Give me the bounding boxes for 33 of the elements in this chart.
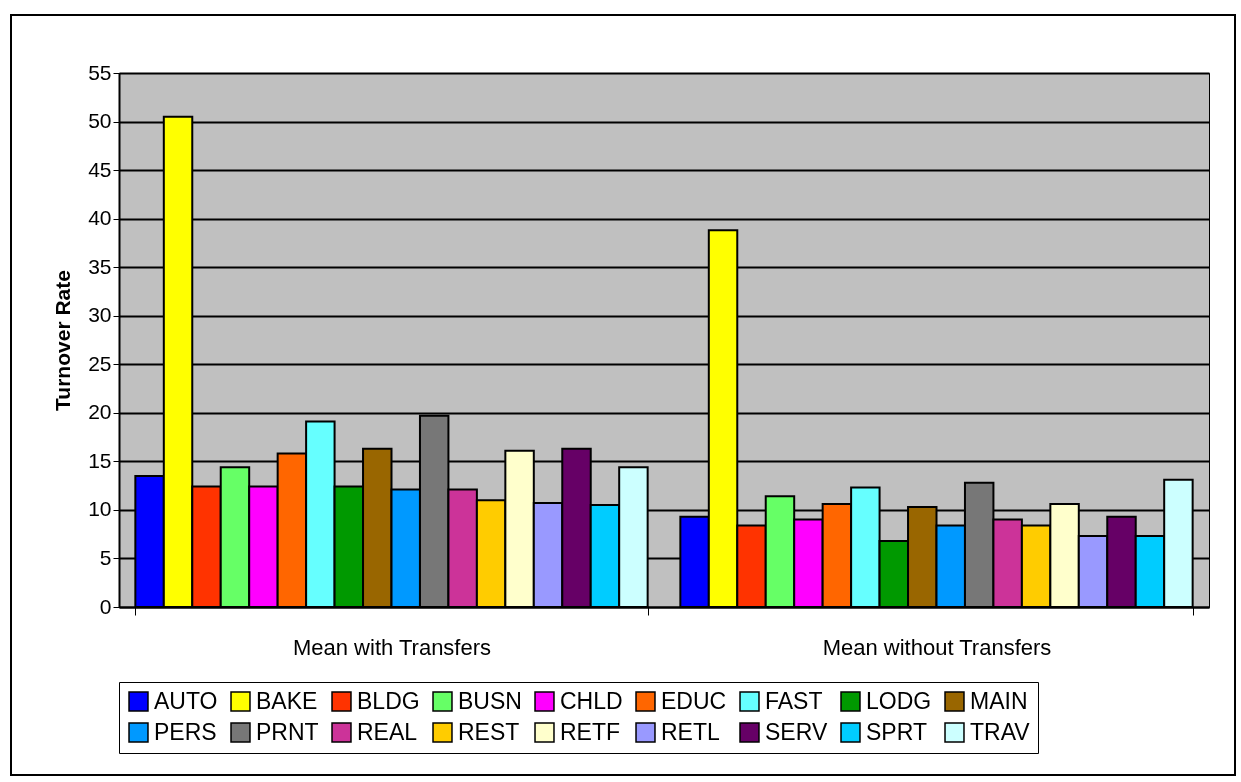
y-tick-label: 0 [99,594,112,618]
legend-label: EDUC [661,687,727,714]
y-tick-label: 30 [88,303,112,327]
y-tick-label: 45 [88,157,112,181]
legend-label: RETL [661,718,720,745]
legend-label: SPRT [866,718,927,745]
legend-label: REST [458,718,520,745]
y-axis-title: Turnover Rate [51,270,75,411]
legend-label: AUTO [154,687,218,714]
y-tick-label: 25 [88,351,112,375]
legend-label: LODG [866,687,932,714]
legend-label: BAKE [256,687,318,714]
legend-label: CHLD [560,687,623,714]
y-tick-label: 40 [88,206,112,230]
legend-label: RETF [560,718,621,745]
legend-label: TRAV [970,718,1031,745]
y-tick-label: 15 [88,448,112,472]
y-tick-label: 20 [88,400,112,424]
y-tick-label: 10 [88,497,112,521]
y-tick-label: 55 [88,60,112,84]
y-tick-label: 5 [99,545,112,569]
legend-label: BUSN [458,687,522,714]
legend-label: REAL [357,718,418,745]
legend-label: PRNT [256,718,319,745]
legend-label: MAIN [970,687,1028,714]
x-tick-label: Mean without Transfers [822,634,1052,660]
legend-label: PERS [154,718,217,745]
x-tick-label: Mean with Transfers [292,634,492,660]
y-tick-label: 50 [88,109,112,133]
y-tick-label: 35 [88,254,112,278]
legend-label: BLDG [357,687,420,714]
legend-label: SERV [765,718,828,745]
legend-label: FAST [765,687,823,714]
